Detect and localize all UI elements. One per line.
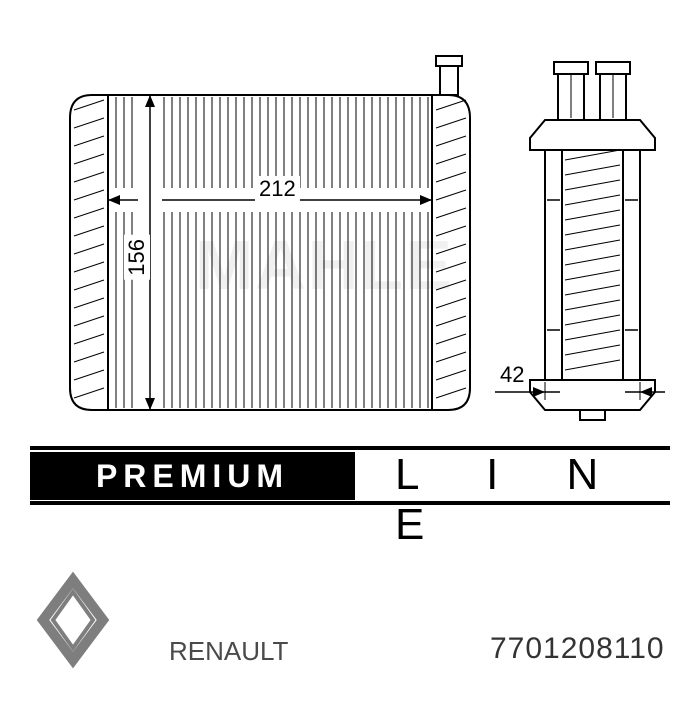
front-left-tank [70, 95, 108, 410]
dim-depth-label: 42 [500, 362, 524, 388]
dim-height-label: 156 [124, 235, 150, 280]
premium-badge: PREMIUM [30, 452, 355, 500]
brand-name: RENAULT [169, 636, 288, 667]
front-right-tank [432, 56, 470, 410]
diagram-canvas: MAHLE 212 156 42 PREMIUM L I N E RENAULT… [0, 0, 700, 700]
dim-width-label: 212 [255, 176, 300, 202]
technical-drawing-svg [0, 0, 700, 700]
renault-logo-icon [43, 580, 103, 660]
line-text: L I N E [395, 450, 700, 550]
side-view [530, 62, 655, 420]
part-number: 7701208110 [490, 632, 665, 666]
